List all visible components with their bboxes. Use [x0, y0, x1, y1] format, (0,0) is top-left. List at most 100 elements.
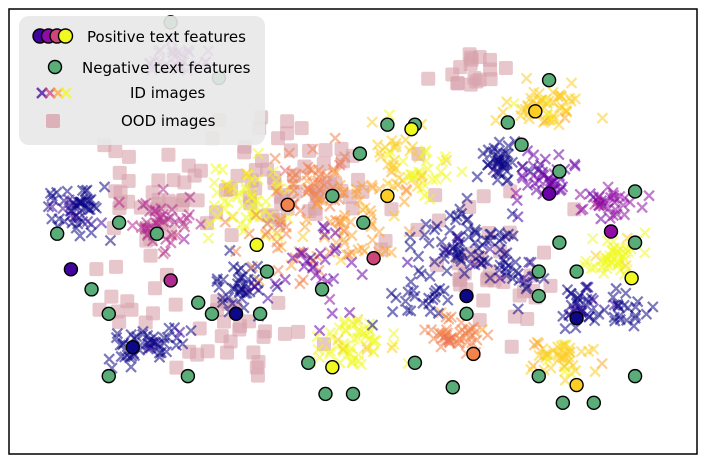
id-image-stroke	[399, 295, 412, 308]
id-image-point	[575, 204, 587, 216]
id-image-point	[240, 211, 252, 224]
id-image-stroke	[607, 245, 620, 258]
negative-text-feature-point	[555, 395, 571, 411]
id-image-point	[168, 216, 181, 229]
id-image-stroke	[404, 231, 416, 244]
id-image-point	[343, 306, 356, 319]
id-image-stroke	[306, 143, 319, 155]
id-image-stroke	[595, 213, 607, 225]
id-image-stroke	[61, 185, 74, 198]
id-image-point	[216, 163, 229, 176]
id-image-stroke	[484, 243, 496, 255]
id-image-stroke	[315, 272, 328, 285]
id-image-point	[564, 342, 576, 354]
id-image-point	[340, 324, 352, 337]
id-image-stroke	[350, 188, 363, 200]
id-image-stroke	[352, 244, 364, 256]
id-image-point	[471, 171, 484, 183]
id-image-point	[525, 256, 537, 269]
id-image-stroke	[420, 155, 432, 167]
id-image-stroke	[345, 316, 358, 329]
id-image-stroke	[569, 93, 582, 105]
id-image-point	[476, 239, 489, 251]
id-image-point	[302, 185, 315, 197]
id-image-point	[280, 227, 292, 240]
id-image-point	[608, 242, 620, 254]
id-image-point	[435, 236, 448, 248]
id-image-stroke	[520, 72, 533, 85]
id-image-stroke	[388, 210, 401, 222]
id-image-point	[427, 332, 440, 345]
id-image-point	[462, 223, 474, 235]
id-image-point	[533, 174, 546, 187]
id-image-stroke	[218, 195, 231, 208]
id-image-stroke	[441, 294, 454, 306]
id-image-point	[294, 204, 306, 217]
id-image-point	[98, 181, 111, 193]
id-image-point	[243, 228, 256, 240]
id-image-stroke	[310, 269, 322, 281]
id-image-point	[547, 344, 559, 357]
id-image-stroke	[488, 142, 500, 155]
id-image-point	[428, 255, 441, 268]
ood-image-point	[476, 293, 491, 308]
positive-text-feature-point	[603, 224, 619, 239]
positive-text-feature-point	[249, 237, 264, 253]
legend-ood-swatch	[46, 114, 60, 128]
id-image-point	[329, 132, 341, 144]
id-image-stroke	[246, 260, 259, 273]
negative-text-feature-point	[531, 288, 546, 304]
id-image-point	[517, 172, 529, 184]
id-image-point	[222, 291, 235, 304]
id-image-point	[252, 147, 264, 160]
id-image-point	[245, 191, 258, 204]
id-image-stroke	[418, 229, 431, 241]
id-image-stroke	[404, 305, 417, 317]
id-image-stroke	[243, 228, 256, 240]
id-image-stroke	[598, 304, 611, 316]
id-image-stroke	[328, 166, 340, 179]
id-image-point	[235, 262, 247, 275]
id-image-point	[318, 228, 331, 241]
id-image-stroke	[415, 166, 427, 179]
id-image-point	[555, 340, 568, 353]
ood-image-point	[476, 189, 491, 204]
id-image-point	[195, 218, 207, 230]
id-image-stroke	[460, 214, 473, 226]
id-image-point	[494, 243, 506, 256]
id-image-stroke	[516, 161, 528, 174]
id-image-stroke	[387, 338, 400, 351]
id-image-stroke	[404, 144, 416, 157]
id-image-stroke	[559, 322, 571, 335]
id-image-point	[565, 287, 577, 300]
id-image-stroke	[185, 324, 197, 337]
id-image-point	[638, 247, 651, 259]
id-image-stroke	[343, 248, 355, 261]
id-image-stroke	[294, 277, 306, 290]
id-image-stroke	[178, 233, 190, 245]
id-image-point	[344, 216, 357, 228]
ood-image-point	[294, 121, 309, 136]
id-image-stroke	[300, 214, 313, 226]
id-image-stroke	[279, 273, 291, 286]
negative-text-feature-point	[49, 226, 65, 241]
id-image-point	[583, 310, 596, 323]
ood-image-point	[258, 324, 273, 339]
id-image-stroke	[575, 204, 587, 216]
id-images-layer	[42, 34, 659, 386]
negative-text-feature-point	[101, 368, 116, 384]
id-image-point	[323, 293, 336, 306]
id-image-point	[270, 185, 283, 198]
ood-image-point	[223, 334, 238, 349]
id-image-point	[208, 176, 221, 189]
id-image-point	[313, 324, 326, 337]
id-image-point	[312, 343, 325, 356]
id-image-stroke	[456, 165, 468, 178]
negative-text-feature-point	[252, 306, 268, 322]
id-image-stroke	[149, 336, 162, 349]
id-image-point	[76, 196, 88, 209]
id-image-stroke	[269, 152, 281, 165]
id-image-point	[111, 327, 124, 340]
id-image-point	[432, 307, 445, 320]
id-image-stroke	[424, 193, 436, 205]
